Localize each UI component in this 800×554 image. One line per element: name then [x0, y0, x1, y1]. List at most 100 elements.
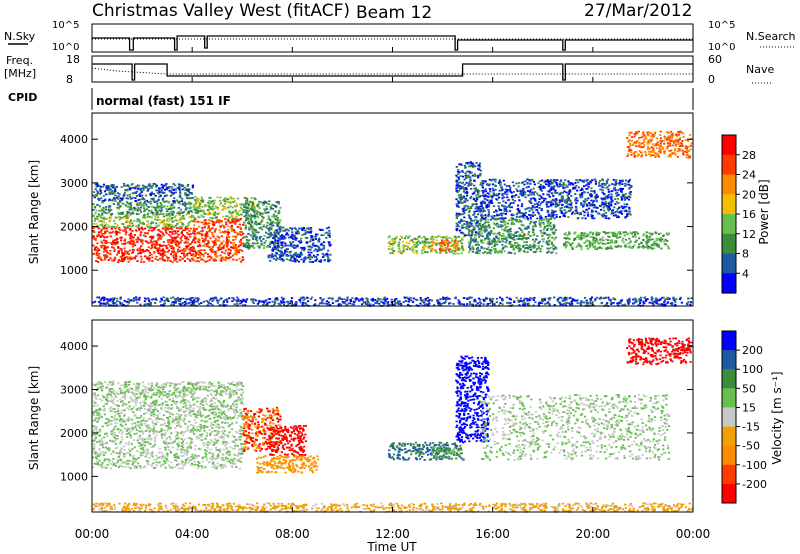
power-cell	[520, 223, 523, 226]
power-cell	[478, 210, 481, 213]
power-cell	[107, 211, 110, 214]
power-cell	[523, 234, 526, 237]
power-cell	[642, 238, 645, 241]
power-cell	[615, 235, 618, 238]
power-cell	[110, 216, 113, 219]
power-cell	[491, 202, 494, 204]
power-cell	[408, 248, 411, 251]
power-cell	[501, 247, 504, 250]
power-cell	[628, 187, 631, 190]
power-cell	[589, 236, 592, 238]
power-cell	[159, 249, 162, 252]
power-cell	[201, 258, 204, 261]
power-cell	[142, 251, 145, 253]
power-cell	[181, 234, 185, 236]
power-cell	[263, 211, 266, 214]
power-cell	[556, 192, 559, 194]
power-cell	[106, 251, 109, 254]
power-cell	[513, 252, 516, 255]
power-cell	[165, 214, 168, 217]
power-cell	[150, 253, 153, 256]
power-cell	[207, 201, 210, 204]
power-cell	[481, 229, 484, 232]
power-cell	[517, 182, 521, 184]
power-cell	[459, 200, 462, 203]
power-cell	[107, 189, 110, 191]
power-cell	[446, 239, 449, 242]
power-cell	[589, 245, 592, 247]
power-cell	[664, 243, 667, 245]
power-cell	[525, 241, 529, 243]
power-cell	[119, 197, 122, 200]
power-cell	[116, 241, 119, 243]
power-cell	[103, 239, 106, 242]
power-cell	[400, 252, 403, 255]
power-cell	[169, 253, 173, 256]
power-cell	[450, 245, 453, 247]
power-cell	[539, 188, 542, 191]
power-cell	[615, 233, 618, 236]
power-cell	[232, 201, 235, 203]
power-cell	[554, 200, 557, 202]
power-cell	[176, 187, 179, 189]
power-cell	[659, 139, 662, 142]
power-cell	[101, 232, 104, 235]
power-cell	[527, 225, 530, 228]
power-cell	[304, 256, 307, 259]
power-cell	[477, 209, 480, 212]
power-cell	[126, 210, 129, 213]
power-cell	[426, 251, 429, 254]
power-cell	[627, 246, 630, 249]
power-cell	[478, 252, 481, 255]
power-cell	[606, 206, 609, 209]
power-cell	[440, 250, 443, 252]
power-cell	[603, 209, 606, 212]
power-cell	[164, 251, 167, 253]
power-cell	[460, 231, 463, 234]
power-cell	[151, 245, 154, 248]
power-cell	[612, 178, 615, 181]
power-cell	[388, 240, 391, 243]
power-cell	[281, 252, 284, 255]
power-cell	[281, 234, 284, 237]
power-cell	[570, 202, 573, 204]
power-cell	[553, 217, 556, 220]
power-cell	[154, 212, 158, 215]
power-cell	[274, 248, 278, 251]
power-cell	[273, 231, 276, 234]
power-cell	[116, 192, 120, 195]
power-cell	[223, 198, 226, 201]
power-cell	[508, 206, 511, 209]
power-cell	[456, 170, 460, 173]
power-cell	[136, 210, 139, 212]
power-cell	[128, 249, 131, 252]
power-cell	[179, 196, 182, 199]
power-cell	[424, 242, 427, 245]
power-cell	[101, 234, 104, 237]
power-cell	[591, 243, 594, 246]
power-cell	[237, 220, 240, 223]
power-cell	[131, 183, 134, 185]
power-cell	[628, 210, 631, 213]
power-cell	[311, 256, 314, 259]
power-cell	[240, 243, 243, 246]
power-cell	[231, 230, 234, 232]
power-cell	[279, 228, 282, 231]
power-cell	[248, 239, 251, 242]
power-cell	[607, 202, 610, 204]
power-cell	[100, 246, 103, 249]
power-cell	[516, 204, 520, 207]
power-cell	[248, 228, 251, 231]
power-cell	[92, 230, 95, 232]
power-cell	[97, 257, 101, 259]
power-cell	[678, 149, 681, 152]
power-cell	[559, 180, 562, 183]
power-cell	[244, 219, 248, 222]
power-cell	[539, 221, 542, 224]
power-cell	[633, 135, 636, 138]
power-cell	[506, 189, 509, 191]
power-cell	[108, 206, 111, 209]
power-cell	[97, 233, 100, 236]
power-cell	[269, 231, 272, 234]
power-cell	[547, 183, 550, 186]
